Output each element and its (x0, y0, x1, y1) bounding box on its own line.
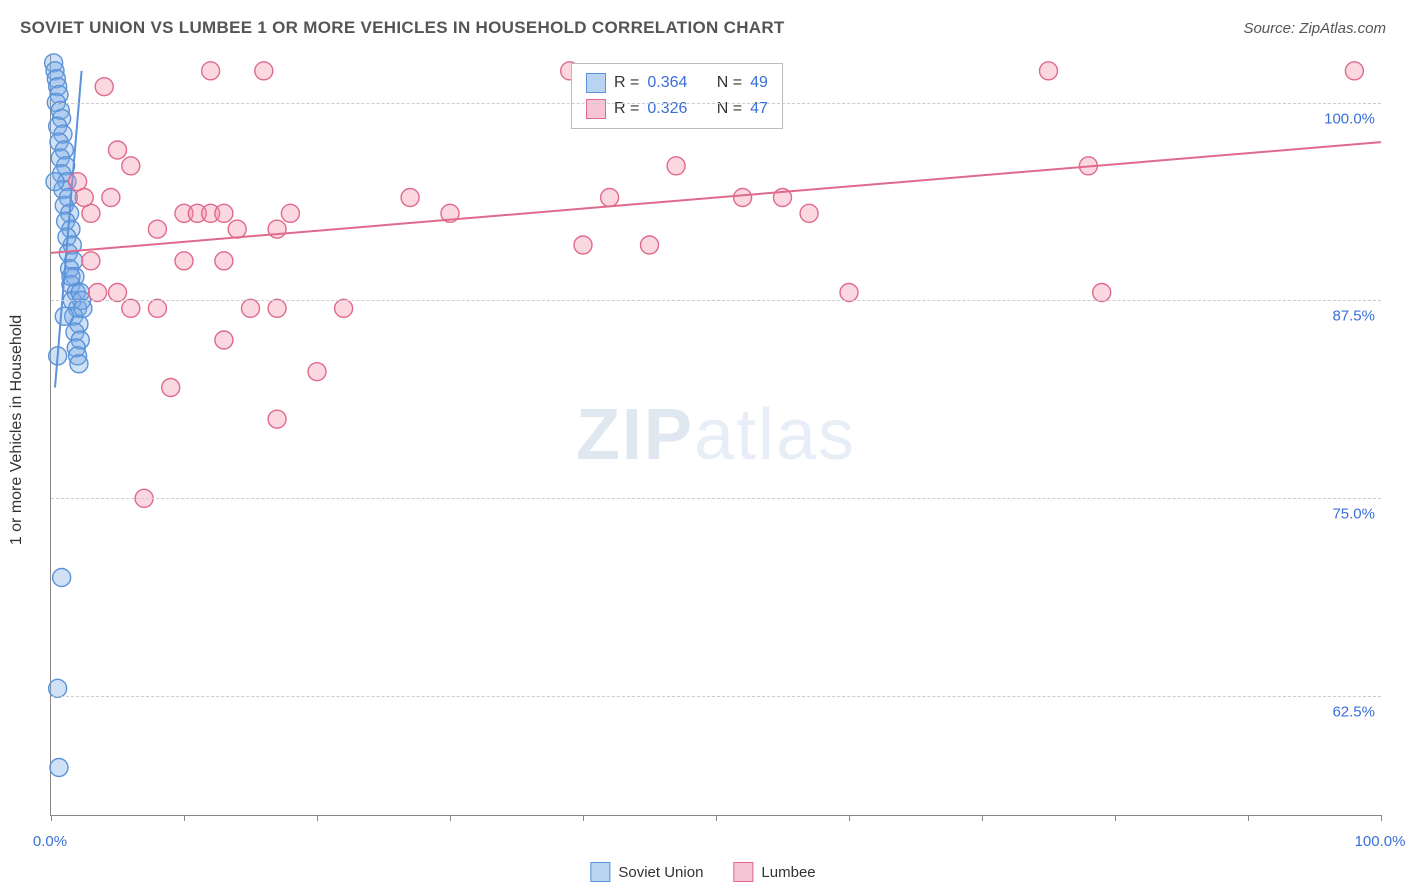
y-tick-label: 75.0% (1332, 506, 1375, 523)
data-point (122, 157, 140, 175)
data-point (281, 204, 299, 222)
x-tick (184, 815, 185, 821)
x-tick (450, 815, 451, 821)
data-point (268, 410, 286, 428)
data-point (268, 299, 286, 317)
chart-title: SOVIET UNION VS LUMBEE 1 OR MORE VEHICLE… (20, 18, 785, 37)
data-point (109, 284, 127, 302)
data-point (1345, 62, 1363, 80)
data-point (102, 189, 120, 207)
data-point (641, 236, 659, 254)
data-point (800, 204, 818, 222)
data-point (242, 299, 260, 317)
data-point (734, 189, 752, 207)
data-point (215, 204, 233, 222)
gridline (51, 696, 1381, 697)
r-value: 0.364 (647, 70, 687, 96)
data-point (46, 173, 64, 191)
r-label: R = (614, 96, 639, 122)
data-point (148, 299, 166, 317)
data-point (667, 157, 685, 175)
stats-legend: R = 0.364 N = 49R = 0.326 N = 47 (571, 63, 783, 129)
y-tick-label: 87.5% (1332, 308, 1375, 325)
data-point (89, 284, 107, 302)
data-point (1093, 284, 1111, 302)
n-value: 47 (750, 96, 768, 122)
data-point (255, 62, 273, 80)
r-value: 0.326 (647, 96, 687, 122)
n-label: N = (717, 96, 742, 122)
data-point (215, 252, 233, 270)
x-tick (1248, 815, 1249, 821)
data-point (49, 679, 67, 697)
x-tick (51, 815, 52, 821)
data-point (70, 355, 88, 373)
legend-label: Lumbee (761, 864, 815, 881)
data-point (601, 189, 619, 207)
data-point (215, 331, 233, 349)
source-label: Source: ZipAtlas.com (1243, 20, 1386, 37)
data-point (308, 363, 326, 381)
legend-swatch (590, 862, 610, 882)
x-tick (716, 815, 717, 821)
x-tick (583, 815, 584, 821)
data-point (175, 252, 193, 270)
legend-swatch (733, 862, 753, 882)
data-point (122, 299, 140, 317)
data-point (228, 220, 246, 238)
data-point (55, 307, 73, 325)
gridline (51, 498, 1381, 499)
x-tick (317, 815, 318, 821)
x-tick (1381, 815, 1382, 821)
data-point (840, 284, 858, 302)
data-point (335, 299, 353, 317)
legend-item: Lumbee (733, 862, 815, 882)
data-point (148, 220, 166, 238)
data-point (53, 569, 71, 587)
y-axis-title: 1 or more Vehicles in Household (8, 315, 26, 545)
trendline (51, 142, 1381, 253)
n-value: 49 (750, 70, 768, 96)
x-tick-label: 0.0% (33, 833, 67, 850)
x-tick-label: 100.0% (1355, 833, 1406, 850)
gridline (51, 103, 1381, 104)
legend-item: Soviet Union (590, 862, 703, 882)
data-point (50, 759, 68, 777)
x-tick (1115, 815, 1116, 821)
data-point (574, 236, 592, 254)
legend-row: R = 0.364 N = 49 (586, 70, 768, 96)
bottom-legend: Soviet Union Lumbee (590, 862, 815, 882)
plot-area: ZIPatlas R = 0.364 N = 49R = 0.326 N = 4… (50, 55, 1381, 816)
data-point (401, 189, 419, 207)
y-tick-label: 100.0% (1324, 110, 1375, 127)
r-label: R = (614, 70, 639, 96)
gridline (51, 300, 1381, 301)
data-point (162, 379, 180, 397)
scatter-plot-svg (51, 55, 1381, 815)
legend-swatch (586, 73, 606, 93)
data-point (75, 189, 93, 207)
y-tick-label: 62.5% (1332, 704, 1375, 721)
legend-label: Soviet Union (618, 864, 703, 881)
data-point (74, 299, 92, 317)
x-tick (849, 815, 850, 821)
data-point (202, 62, 220, 80)
data-point (95, 78, 113, 96)
legend-row: R = 0.326 N = 47 (586, 96, 768, 122)
data-point (82, 252, 100, 270)
data-point (109, 141, 127, 159)
data-point (1040, 62, 1058, 80)
x-tick (982, 815, 983, 821)
n-label: N = (717, 70, 742, 96)
